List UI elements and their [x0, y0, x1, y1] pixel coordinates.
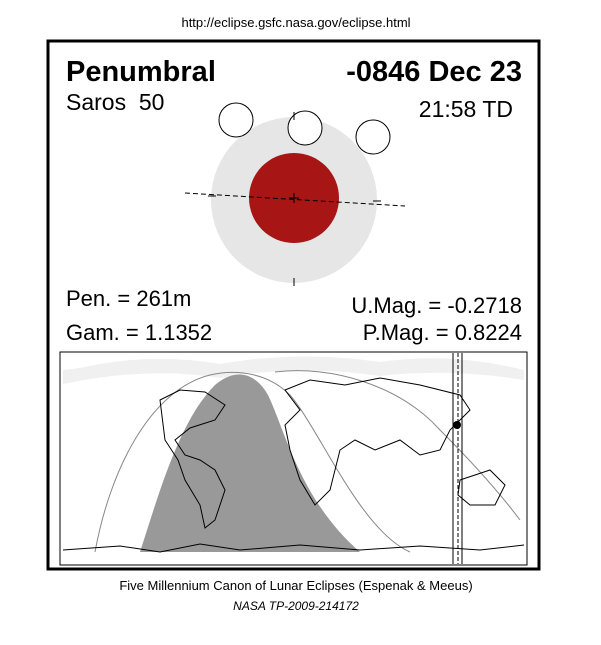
coastline	[284, 377, 471, 506]
url: http://eclipse.gsfc.nasa.gov/eclipse.htm…	[181, 15, 410, 30]
world-map	[59, 351, 528, 566]
eclipse-date: -0846 Dec 23	[346, 56, 522, 88]
umag: U.Mag. = -0.2718	[351, 293, 522, 318]
shadow-region	[140, 374, 360, 552]
coastline	[159, 389, 226, 529]
shadow-boundary	[94, 371, 411, 553]
pmag: P.Mag. = 0.8224	[363, 320, 522, 345]
pen: Pen. = 261m	[66, 286, 191, 311]
coastline	[62, 543, 525, 553]
footer-line1: Five Millennium Canon of Lunar Eclipses …	[119, 578, 472, 593]
eclipse-type: Penumbral	[66, 56, 216, 88]
moon	[218, 102, 254, 138]
shadow-boundary	[274, 370, 521, 521]
time: 21:58 TD	[419, 96, 513, 122]
moon-path	[184, 192, 406, 207]
footer-line2: NASA TP-2009-214172	[233, 599, 359, 613]
subsolar-point	[453, 421, 461, 429]
moon	[355, 119, 391, 155]
saros: Saros 50	[66, 89, 164, 115]
moon	[287, 110, 323, 146]
gam: Gam. = 1.1352	[66, 320, 212, 345]
